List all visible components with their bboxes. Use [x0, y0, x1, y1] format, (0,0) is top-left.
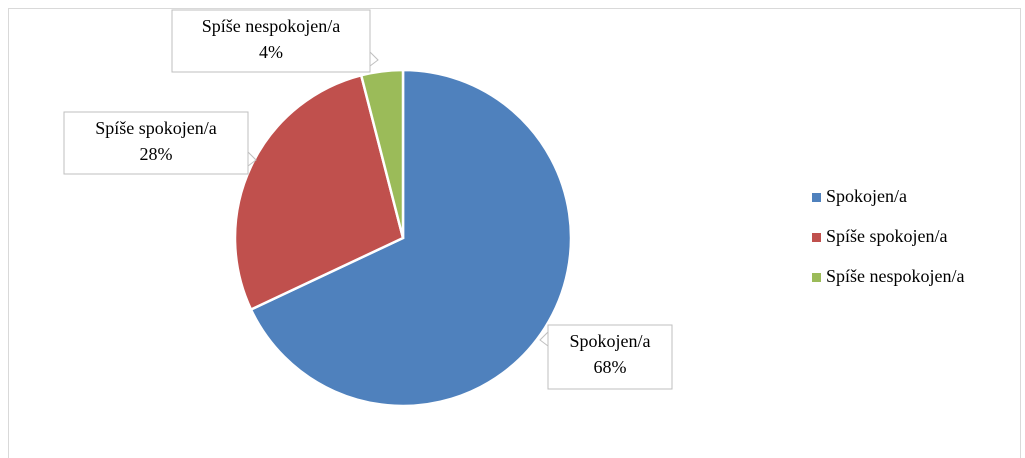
data-label-box	[63, 111, 257, 175]
pie-slice	[359, 68, 405, 239]
pie-slice	[249, 68, 573, 408]
data-label-name: Spokojen/a	[570, 331, 651, 351]
pie-slice	[233, 73, 405, 312]
legend-swatch	[812, 233, 821, 242]
legend-swatch	[812, 273, 821, 282]
data-label-box	[171, 9, 379, 73]
legend-label: Spíše spokojen/a	[826, 226, 948, 246]
data-label-name: Spíše spokojen/a	[95, 118, 217, 138]
legend-swatch	[812, 193, 821, 202]
data-label-value: 4%	[259, 42, 283, 62]
data-label-value: 68%	[594, 357, 627, 377]
legend-label: Spíše nespokojen/a	[826, 266, 964, 286]
data-label-name: Spíše nespokojen/a	[202, 16, 340, 36]
legend-label: Spokojen/a	[826, 186, 907, 206]
data-label-value: 28%	[140, 144, 173, 164]
data-label-box	[539, 324, 673, 390]
